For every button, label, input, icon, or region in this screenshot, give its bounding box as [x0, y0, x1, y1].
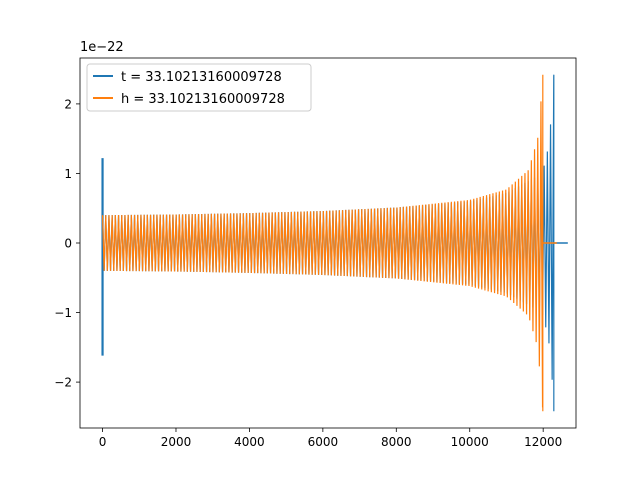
- y-tick-label: 2: [64, 97, 72, 111]
- x-tick-label: 10000: [451, 435, 489, 449]
- legend-box: [86, 63, 312, 112]
- legend-label-t: t = 33.10213160009728: [121, 70, 282, 85]
- plot-area: [101, 74, 568, 412]
- x-tick-label: 0: [99, 435, 107, 449]
- legend-label-h: h = 33.10213160009728: [121, 92, 285, 107]
- x-tick-label: 6000: [308, 435, 339, 449]
- x-tick-label: 2000: [161, 435, 192, 449]
- x-tick-label: 8000: [381, 435, 412, 449]
- x-tick-label: 12000: [524, 435, 562, 449]
- y-tick-label: −2: [54, 376, 72, 390]
- series-line-h: [101, 74, 544, 412]
- series-layer: [101, 74, 568, 412]
- y-tick-label: 0: [64, 237, 72, 251]
- y-offset-label: 1e−22: [80, 40, 124, 55]
- y-tick-label: 1: [64, 167, 72, 181]
- x-axis-ticks: 0 2000 4000 6000 8000 10000 12000: [99, 428, 562, 449]
- legend: t = 33.10213160009728 h = 33.10213160009…: [86, 63, 312, 112]
- x-tick-label: 4000: [234, 435, 265, 449]
- y-axis-ticks: −2 −1 0 1 2: [54, 97, 80, 390]
- y-tick-label: −1: [54, 306, 72, 320]
